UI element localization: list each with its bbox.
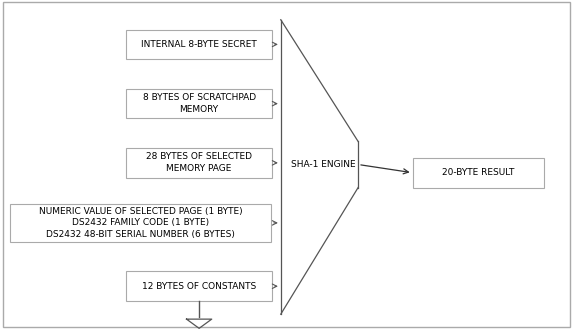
- FancyBboxPatch shape: [10, 204, 271, 242]
- Text: 28 BYTES OF SELECTED
MEMORY PAGE: 28 BYTES OF SELECTED MEMORY PAGE: [146, 152, 252, 173]
- Text: 20-BYTE RESULT: 20-BYTE RESULT: [442, 168, 515, 177]
- FancyBboxPatch shape: [126, 271, 272, 301]
- Text: INTERNAL 8-BYTE SECRET: INTERNAL 8-BYTE SECRET: [141, 40, 257, 49]
- Text: SHA-1 ENGINE: SHA-1 ENGINE: [292, 160, 356, 169]
- Text: 12 BYTES OF CONSTANTS: 12 BYTES OF CONSTANTS: [142, 282, 256, 291]
- Text: 8 BYTES OF SCRATCHPAD
MEMORY: 8 BYTES OF SCRATCHPAD MEMORY: [143, 93, 256, 114]
- Text: NUMERIC VALUE OF SELECTED PAGE (1 BYTE)
DS2432 FAMILY CODE (1 BYTE)
DS2432 48-BI: NUMERIC VALUE OF SELECTED PAGE (1 BYTE) …: [39, 207, 242, 239]
- FancyBboxPatch shape: [126, 30, 272, 59]
- FancyBboxPatch shape: [413, 158, 544, 188]
- FancyBboxPatch shape: [126, 89, 272, 118]
- FancyBboxPatch shape: [126, 148, 272, 178]
